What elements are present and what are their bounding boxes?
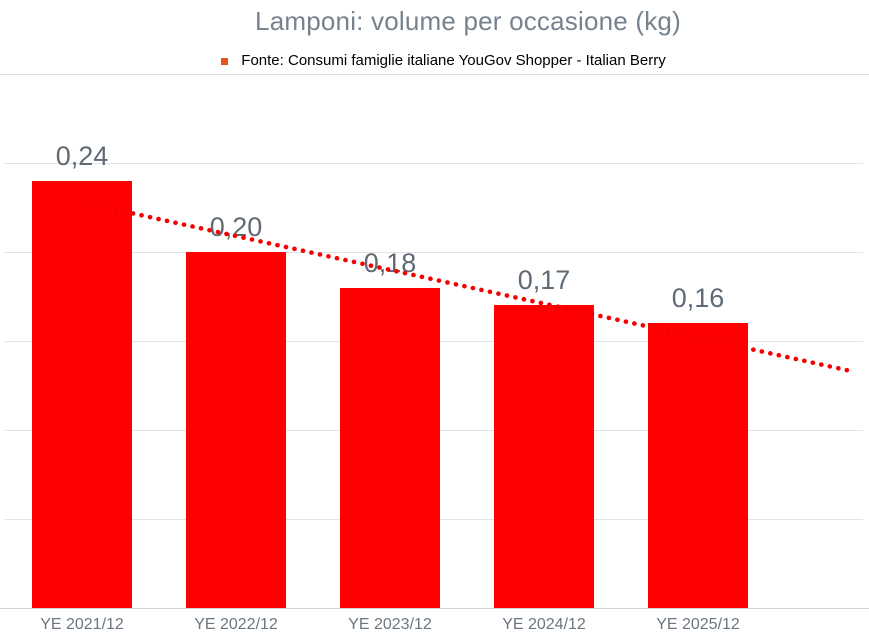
source-text: Fonte: Consumi famiglie italiane YouGov … [241,52,666,69]
bar [32,180,132,608]
chart-title: Lamponi: volume per occasione (kg) [255,6,681,36]
data-label: 0,24 [55,140,109,171]
x-axis-line [0,608,869,609]
gridline [5,163,863,164]
x-axis-label: YE 2022/12 [194,616,278,633]
data-label: 0,16 [671,283,725,314]
bar [494,305,594,608]
x-axis-label: YE 2021/12 [40,616,124,633]
source-line: Fonte: Consumi famiglie italiane YouGov … [0,52,869,70]
bar [648,323,748,608]
data-label: 0,20 [209,212,263,242]
bullet-square-icon [221,57,229,65]
x-axis-label: YE 2023/12 [348,616,432,633]
data-label: 0,17 [517,265,571,296]
x-axis-label: YE 2025/12 [656,616,740,633]
bar [340,287,440,608]
header-separator [0,74,869,75]
bar [186,252,286,608]
data-label: 0,18 [363,247,417,278]
x-axis-label: YE 2024/12 [502,616,586,633]
